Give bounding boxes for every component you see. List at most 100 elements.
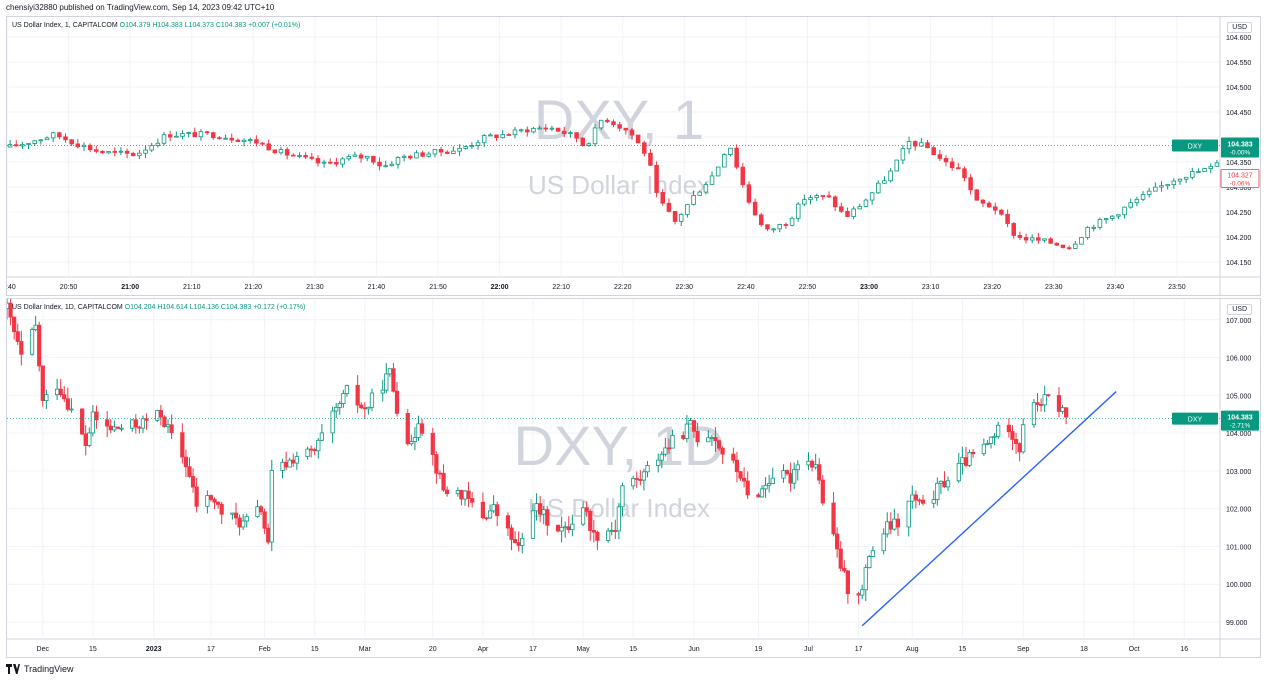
candle-body bbox=[1064, 407, 1069, 418]
candle-body bbox=[1097, 218, 1103, 228]
x-tick-label: 2023 bbox=[146, 646, 162, 653]
candle-body bbox=[432, 149, 438, 155]
candle-body bbox=[1048, 238, 1053, 244]
candle-body bbox=[352, 154, 358, 157]
candle-body bbox=[537, 127, 542, 130]
legend-open: O104.379 bbox=[119, 22, 151, 29]
candle-body bbox=[15, 331, 20, 342]
x-tick-label: 23:50 bbox=[1168, 284, 1186, 291]
candle-body bbox=[1171, 180, 1177, 185]
candle-body bbox=[1128, 202, 1133, 208]
y-tick-label: 104.200 bbox=[1226, 235, 1251, 242]
candle-body bbox=[895, 518, 901, 528]
candle-body bbox=[426, 153, 432, 157]
candle-body bbox=[885, 521, 890, 535]
candle-body bbox=[709, 175, 715, 185]
candle-body bbox=[1079, 237, 1084, 245]
candle-body bbox=[94, 411, 99, 421]
candle-body bbox=[566, 526, 571, 531]
candle-body bbox=[518, 129, 524, 132]
candle-body bbox=[205, 495, 210, 507]
candle-body bbox=[87, 432, 92, 446]
candle-body bbox=[38, 139, 44, 142]
candle-body bbox=[50, 132, 56, 139]
candle-body bbox=[20, 143, 25, 147]
x-tick-label: Aug bbox=[906, 646, 919, 653]
candle-body bbox=[169, 424, 174, 434]
candle-body bbox=[12, 316, 17, 333]
y-tick-label: 104.500 bbox=[1226, 85, 1251, 92]
candle-body bbox=[806, 460, 811, 466]
candle-body bbox=[949, 161, 955, 169]
candle-body bbox=[913, 494, 918, 501]
candle-body bbox=[728, 147, 733, 155]
candle-body bbox=[563, 526, 568, 529]
currency-button[interactable]: USD bbox=[1227, 304, 1252, 315]
candle-body bbox=[756, 494, 761, 498]
candlestick-chart-1min[interactable]: 20:40 20:50 21:00 21:10 21:20 21:30 21:40 21:50… bbox=[0, 17, 1260, 295]
candle-body bbox=[69, 408, 74, 411]
candle-body bbox=[910, 494, 915, 502]
x-tick-label: Jul bbox=[804, 646, 813, 653]
candle-body bbox=[247, 139, 253, 142]
candle-body bbox=[204, 131, 210, 134]
candle-body bbox=[137, 152, 142, 157]
candle-body bbox=[186, 132, 191, 134]
candle-body bbox=[670, 435, 675, 449]
x-tick-label: 22:20 bbox=[614, 284, 632, 291]
candlestick-chart-daily[interactable]: Dec 15 2023 17 Feb 15 Mar 20 Apr 17 May 15 Jun 19 Jul 1… bbox=[4, 293, 1260, 657]
candle-body bbox=[851, 208, 856, 217]
candle-body bbox=[266, 527, 271, 543]
x-tick-label: 23:30 bbox=[1045, 284, 1063, 291]
y-tick-label: 103.000 bbox=[1226, 469, 1251, 476]
candle-body bbox=[380, 389, 385, 394]
candle-body bbox=[37, 324, 42, 367]
candle-body bbox=[312, 449, 317, 452]
candle-body bbox=[430, 432, 435, 455]
candle-body bbox=[888, 170, 893, 182]
candle-body bbox=[956, 167, 961, 170]
candle-body bbox=[931, 147, 936, 156]
candle-body bbox=[32, 140, 37, 144]
candle-body bbox=[568, 132, 573, 135]
chart-pane-daily[interactable]: Dec 15 2023 17 Feb 15 Mar 20 Apr 17 May 15 Jun 19 Jul 1… bbox=[4, 293, 1261, 658]
candle-body bbox=[180, 432, 185, 458]
candle-body bbox=[384, 373, 389, 391]
candle-body bbox=[369, 392, 375, 408]
candle-body bbox=[516, 542, 521, 546]
candle-body bbox=[1017, 443, 1022, 453]
candle-body bbox=[241, 520, 246, 528]
currency-button[interactable]: USD bbox=[1227, 22, 1252, 33]
candle-body bbox=[90, 411, 95, 434]
candle-body bbox=[105, 419, 110, 427]
y-tick-label: 104.350 bbox=[1226, 160, 1251, 167]
candle-body bbox=[631, 478, 636, 487]
tradingview-logo-icon bbox=[6, 664, 20, 674]
candle-body bbox=[974, 189, 980, 201]
secondary-tag-bg bbox=[1220, 169, 1260, 188]
candle-body bbox=[80, 408, 85, 435]
candle-body bbox=[826, 195, 832, 198]
candle-body bbox=[346, 155, 351, 160]
x-tick-label: 21:50 bbox=[429, 284, 447, 291]
candle-body bbox=[1073, 243, 1078, 249]
candle-body bbox=[437, 472, 443, 475]
candle-body bbox=[283, 461, 289, 468]
candle-body bbox=[401, 155, 407, 158]
candle-body bbox=[981, 443, 986, 455]
candle-body bbox=[839, 206, 844, 212]
candle-body bbox=[451, 150, 456, 154]
candle-body bbox=[876, 182, 881, 194]
candle-body bbox=[309, 448, 314, 451]
chart-pane-1min[interactable]: 20:40 20:50 21:00 21:10 21:20 21:30 21:40 21:50… bbox=[0, 16, 1261, 296]
candle-body bbox=[985, 443, 990, 445]
candle-body bbox=[319, 432, 324, 441]
price-tag-change: -2.71% bbox=[1230, 423, 1251, 430]
candle-body bbox=[842, 567, 847, 572]
candle-body bbox=[900, 148, 906, 161]
x-tick-label: 15 bbox=[629, 646, 637, 653]
candle-body bbox=[165, 424, 171, 428]
candle-body bbox=[140, 418, 146, 429]
candle-body bbox=[174, 135, 179, 138]
x-tick-label: 22:30 bbox=[676, 284, 694, 291]
